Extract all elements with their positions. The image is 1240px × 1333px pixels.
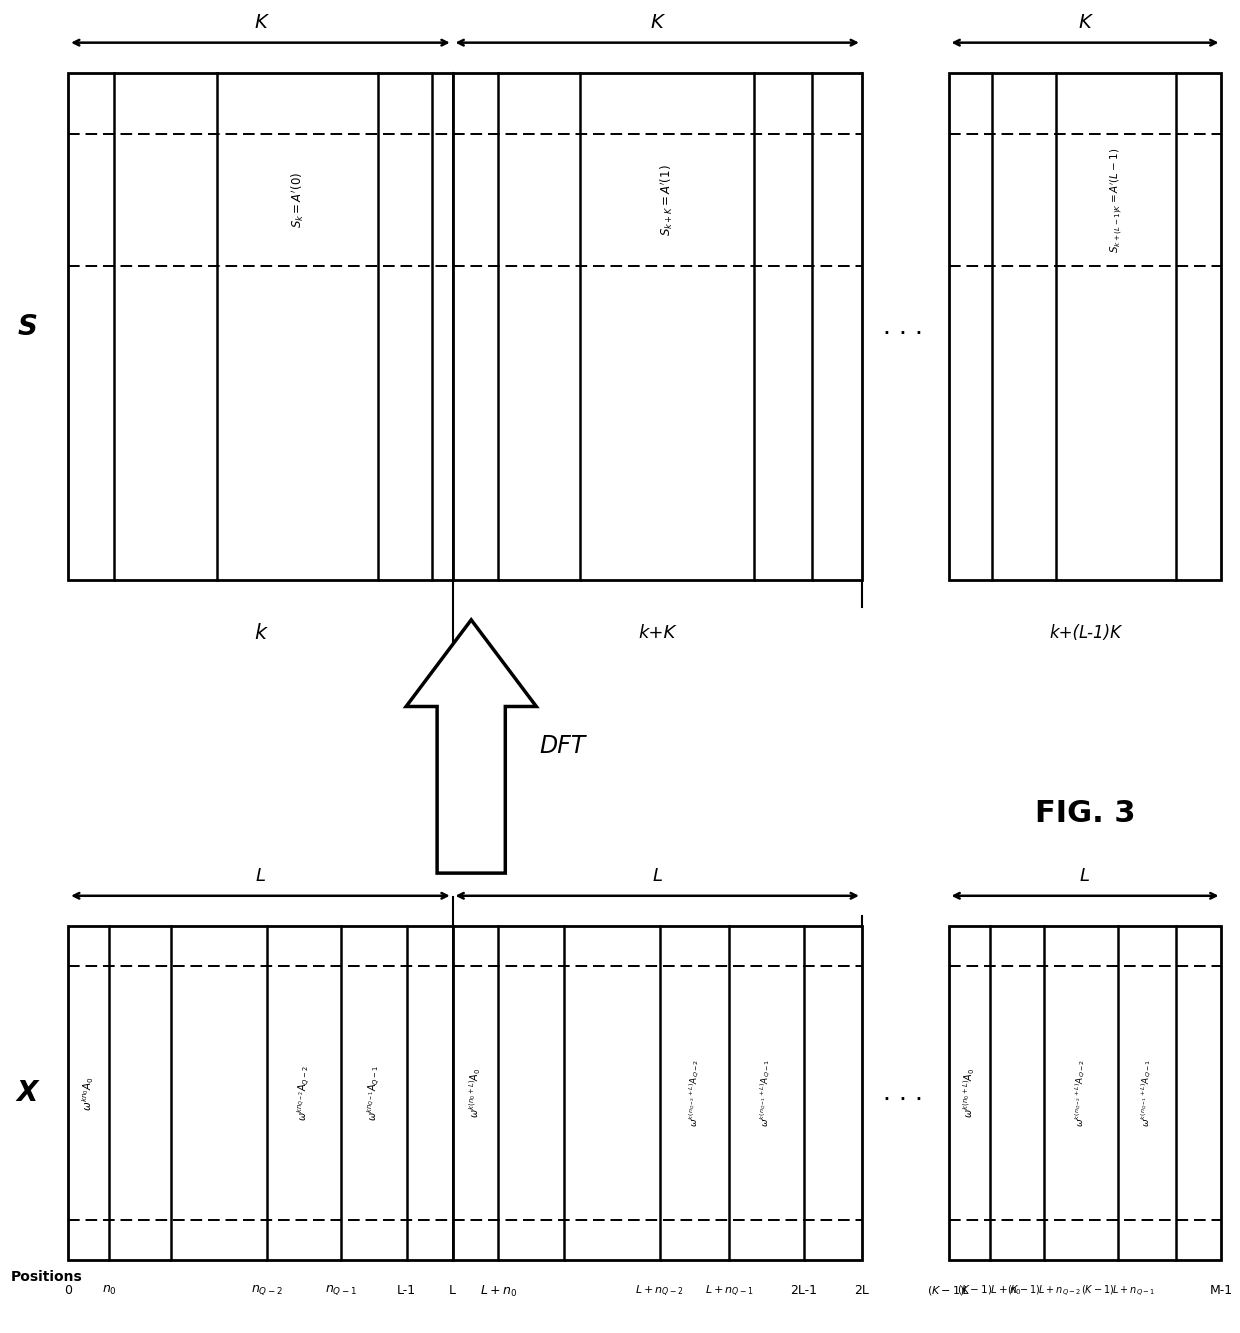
Bar [68,926,453,1260]
Text: $\omega^{kn_{Q-1}}A_{Q-1}$: $\omega^{kn_{Q-1}}A_{Q-1}$ [366,1065,382,1121]
Text: 2L-1: 2L-1 [790,1284,817,1297]
Text: $(K-1)L$: $(K-1)L$ [926,1284,971,1297]
Text: K: K [651,13,663,32]
Text: L: L [1080,866,1090,885]
Bar [453,926,862,1260]
Text: S: S [17,312,37,341]
Text: DFT: DFT [539,734,585,758]
Text: $\omega^{k(n_0+L)}A_0$: $\omega^{k(n_0+L)}A_0$ [961,1068,977,1118]
Text: $\omega^{k(n_0+L)}A_0$: $\omega^{k(n_0+L)}A_0$ [467,1068,484,1118]
Bar [453,73,862,580]
Text: k: k [254,623,267,644]
Text: $L+n_{Q-1}$: $L+n_{Q-1}$ [704,1284,754,1298]
Text: L-1: L-1 [397,1284,417,1297]
Text: $\omega^{kn_{Q-2}}A_{Q-2}$: $\omega^{kn_{Q-2}}A_{Q-2}$ [295,1065,312,1121]
Text: 0: 0 [64,1284,72,1297]
Text: $S_k = A'(0)$: $S_k = A'(0)$ [289,172,306,228]
Text: $\omega^{k(n_{Q-1}+L)}A_{Q-1}$: $\omega^{k(n_{Q-1}+L)}A_{Q-1}$ [1140,1058,1154,1128]
Text: $(K-1)L+n_{Q-1}$: $(K-1)L+n_{Q-1}$ [1081,1284,1156,1298]
Text: $L+n_{Q-2}$: $L+n_{Q-2}$ [635,1284,684,1298]
Text: L: L [449,1284,456,1297]
Text: $\omega^{k(n_{Q-2}+L)}A_{Q-2}$: $\omega^{k(n_{Q-2}+L)}A_{Q-2}$ [1074,1058,1089,1128]
Text: L: L [255,866,265,885]
Text: . . .: . . . [883,1081,923,1105]
Text: X: X [16,1078,38,1108]
Text: $(K-1)L+n_{Q-2}$: $(K-1)L+n_{Q-2}$ [1007,1284,1081,1298]
Text: . . .: . . . [883,315,923,339]
Polygon shape [407,620,536,873]
Text: $n_0$: $n_0$ [102,1284,117,1297]
Text: k+K: k+K [639,624,676,643]
Text: $\omega^{kn_0}A_0$: $\omega^{kn_0}A_0$ [81,1076,97,1110]
Text: FIG. 3: FIG. 3 [1034,798,1136,828]
Bar [949,73,1221,580]
Text: 2L: 2L [854,1284,869,1297]
Text: $n_{Q-2}$: $n_{Q-2}$ [250,1284,283,1297]
Text: M-1: M-1 [1210,1284,1233,1297]
Text: K: K [1079,13,1091,32]
Bar [68,73,453,580]
Text: $(K-1)L+n_0$: $(K-1)L+n_0$ [957,1284,1022,1297]
Text: L: L [652,866,662,885]
Text: Positions: Positions [11,1270,83,1285]
Text: $S_{k+K} = A'(1)$: $S_{k+K} = A'(1)$ [658,164,676,236]
Text: k+(L-1)K: k+(L-1)K [1049,624,1121,643]
Text: $\omega^{k(n_{Q-1}+L)}A_{Q-1}$: $\omega^{k(n_{Q-1}+L)}A_{Q-1}$ [759,1058,774,1128]
Text: K: K [254,13,267,32]
Bar [949,926,1221,1260]
Text: $L+n_0$: $L+n_0$ [480,1284,517,1298]
Text: $n_{Q-1}$: $n_{Q-1}$ [325,1284,357,1297]
Text: $\omega^{k(n_{Q-2}+L)}A_{Q-2}$: $\omega^{k(n_{Q-2}+L)}A_{Q-2}$ [687,1058,702,1128]
Text: $S_{k+(L-1)K} = A'(L-1)$: $S_{k+(L-1)K} = A'(L-1)$ [1109,148,1123,252]
